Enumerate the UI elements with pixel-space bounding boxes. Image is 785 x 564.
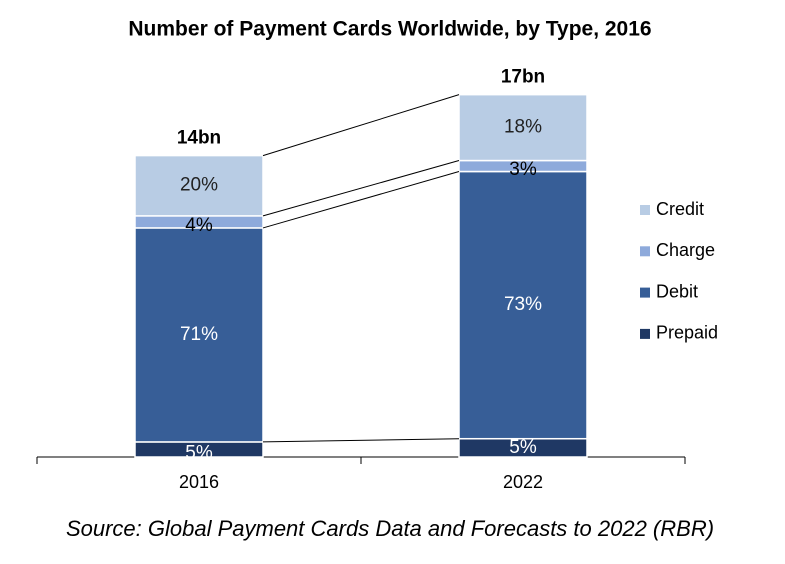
value-label: 5% [509,437,537,458]
value-label: 4% [185,215,213,236]
legend-label: Prepaid [656,323,718,343]
value-label: 20% [180,175,218,196]
connector [262,171,460,229]
connector [262,94,460,157]
legend-label: Debit [656,281,698,301]
value-label: 71% [180,324,218,345]
value-label: 18% [504,117,542,138]
connector [262,438,460,443]
chart-title: Number of Payment Cards Worldwide, by Ty… [128,18,651,41]
x-tick-label: 2022 [503,472,543,492]
connector [262,160,460,217]
total-label: 14bn [177,128,221,149]
legend-label: Credit [656,199,704,219]
legend-swatch [640,328,650,339]
value-label: 5% [185,442,213,463]
total-label: 17bn [501,67,545,88]
bar-segment [458,170,588,440]
value-label: 3% [509,159,537,180]
legend-swatch [640,246,650,257]
legend-label: Charge [656,240,715,260]
bar-segment [134,227,264,443]
legend-swatch [640,205,650,215]
bar-segment [458,93,588,162]
legend-swatch [640,287,650,298]
value-label: 73% [504,294,542,315]
source: Source: Global Payment Cards Data and Fo… [66,516,714,541]
x-tick-label: 2016 [179,472,219,492]
bar-segment [134,154,264,217]
